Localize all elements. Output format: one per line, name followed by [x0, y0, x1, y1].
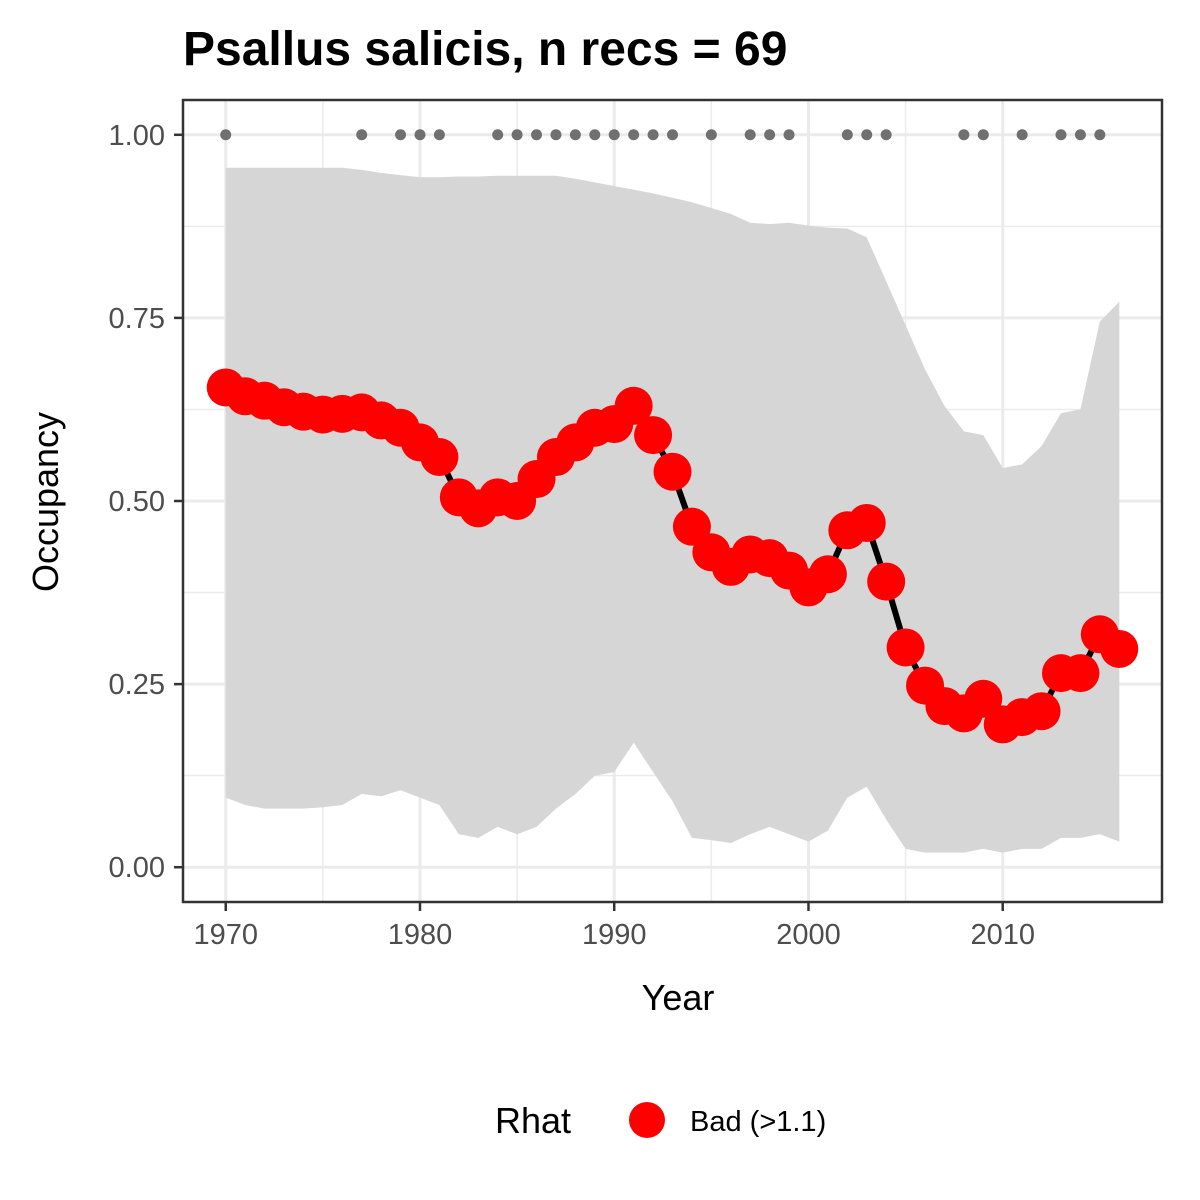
record-dot: [841, 129, 853, 141]
data-point: [1022, 692, 1061, 731]
record-dot: [531, 129, 543, 141]
record-dot: [492, 129, 504, 141]
record-dot: [608, 129, 620, 141]
x-tick-label: 1990: [582, 919, 647, 951]
record-dot: [1074, 129, 1086, 141]
x-tick-label: 2000: [776, 919, 841, 951]
y-axis: 0.00 0.25 0.50 0.75 1.00: [109, 120, 183, 884]
ribbon-area: [225, 167, 1120, 853]
record-dot: [569, 129, 581, 141]
data-point: [886, 628, 925, 667]
record-dot: [414, 129, 426, 141]
x-axis-title: Year: [642, 977, 715, 1018]
record-dot: [880, 129, 892, 141]
record-dot: [1055, 129, 1067, 141]
record-dot: [958, 129, 970, 141]
record-dot: [1094, 129, 1106, 141]
x-tick-label: 1970: [193, 919, 258, 951]
record-dot: [220, 129, 232, 141]
record-dots: [220, 129, 1106, 141]
record-dot: [628, 129, 640, 141]
record-dot: [589, 129, 601, 141]
y-tick-label: 1.00: [109, 120, 165, 152]
data-point: [653, 452, 692, 491]
data-point: [867, 562, 906, 601]
y-tick-label: 0.00: [109, 852, 165, 884]
legend: Rhat Bad (>1.1): [495, 1100, 826, 1141]
occupancy-points: [206, 368, 1139, 744]
record-dot: [550, 129, 562, 141]
record-dot: [764, 129, 776, 141]
legend-title: Rhat: [495, 1100, 571, 1141]
record-dot: [667, 129, 678, 141]
record-dot: [977, 129, 989, 141]
record-dot: [433, 129, 445, 141]
chart-title: Psallus salicis, n recs = 69: [183, 23, 787, 76]
record-dot: [511, 129, 523, 141]
data-point: [1061, 654, 1100, 693]
data-point: [420, 438, 459, 477]
y-tick-label: 0.25: [109, 669, 165, 701]
legend-swatch: [629, 1102, 665, 1138]
record-dot: [705, 129, 717, 141]
confidence-ribbon: [225, 167, 1120, 853]
x-tick-label: 2010: [970, 919, 1035, 951]
data-point: [614, 386, 653, 425]
data-point: [808, 555, 847, 594]
record-dot: [1016, 129, 1028, 141]
record-dot: [647, 129, 659, 141]
legend-label: Bad (>1.1): [690, 1106, 826, 1138]
record-dot: [744, 129, 756, 141]
data-point: [634, 416, 673, 455]
y-tick-label: 0.75: [109, 303, 165, 335]
y-tick-label: 0.50: [109, 486, 165, 518]
record-dot: [861, 129, 873, 141]
x-tick-label: 1980: [388, 919, 453, 951]
y-axis-title: Occupancy: [25, 412, 66, 592]
record-dot: [356, 129, 368, 141]
record-dot: [395, 129, 407, 141]
record-dot: [783, 129, 795, 141]
data-point: [1100, 629, 1139, 668]
data-point: [847, 503, 886, 542]
x-axis: 1970 1980 1990 2000 2010: [193, 902, 1035, 951]
